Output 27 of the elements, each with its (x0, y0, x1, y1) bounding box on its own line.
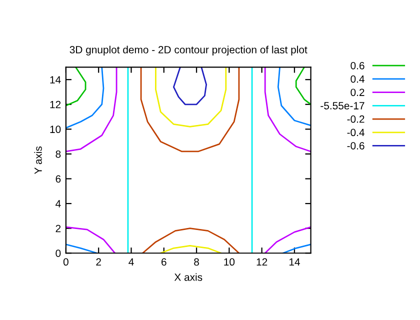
x-tick-label: 6 (162, 258, 166, 266)
line-series (172, 67, 208, 106)
x-tick-label: 2 (96, 258, 101, 266)
y-tick-label: 12 (50, 100, 61, 108)
y-tick-label: 8 (56, 150, 61, 158)
x-tick-label: 4 (128, 258, 134, 266)
x-tick-label: 10 (224, 258, 235, 266)
legend-label: -0.2 (347, 115, 364, 123)
y-tick-label: 4 (56, 200, 61, 208)
legend-label: 0.6 (350, 62, 364, 70)
y-tick-label: 14 (50, 76, 61, 84)
x-tick-label: 14 (289, 258, 300, 266)
y-tick-label: 0 (56, 250, 61, 257)
legend-label: -0.4 (347, 128, 364, 136)
legend-label: -5.55e-17 (320, 102, 364, 110)
legend-label: -0.6 (347, 142, 364, 150)
legend-label: 0.2 (350, 88, 364, 96)
legend-label: 0.4 (350, 75, 364, 83)
x-axis-title: X axis (174, 273, 202, 281)
chart-title: 3D gnuplot demo - 2D contour projection of last plot (70, 46, 308, 56)
x-tick-label: 8 (194, 258, 199, 266)
x-tick-label: 12 (256, 258, 268, 266)
y-tick-label: 10 (50, 126, 61, 134)
y-tick-label: 2 (56, 224, 61, 232)
y-axis-title: Y axis (34, 146, 42, 174)
y-tick-label: 6 (56, 175, 61, 183)
x-tick-label: 0 (63, 258, 68, 266)
